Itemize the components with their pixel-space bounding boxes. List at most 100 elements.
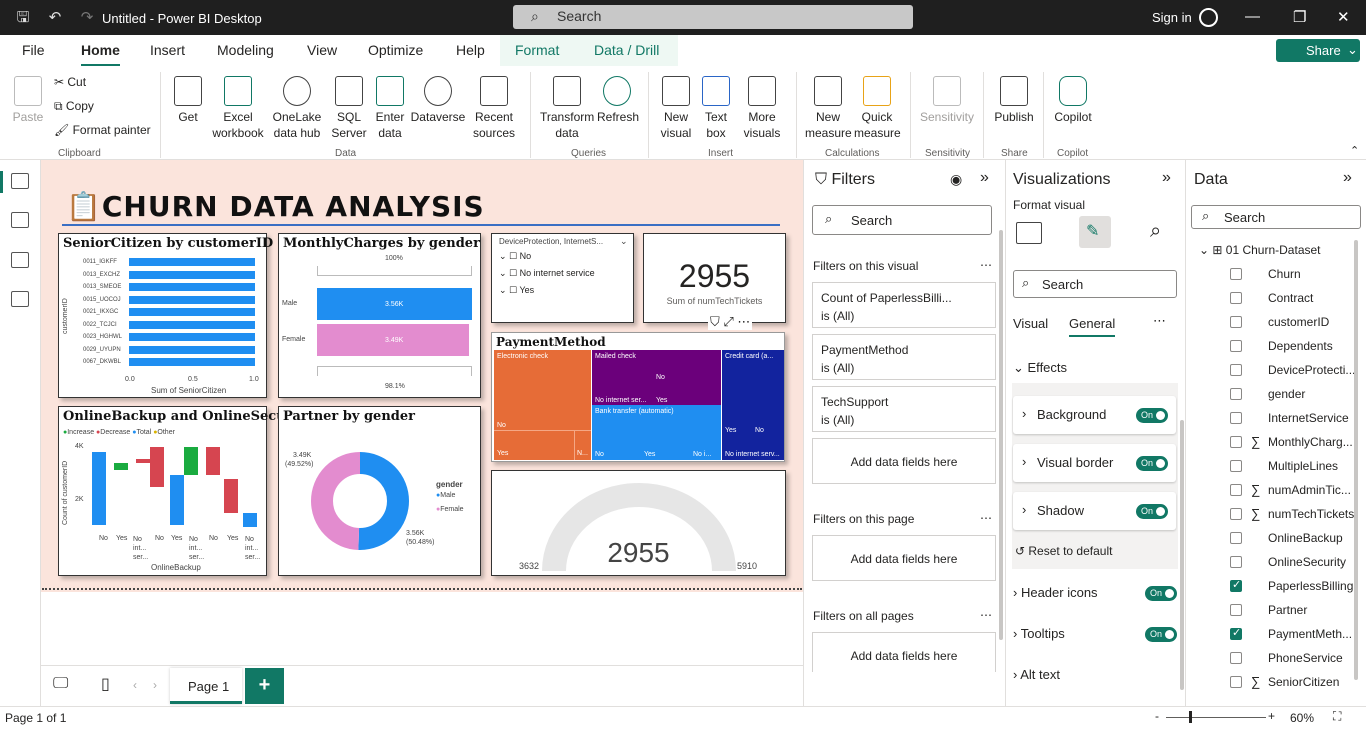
checkbox[interactable] xyxy=(1230,508,1242,520)
copilot-button[interactable]: Copilot xyxy=(1051,76,1095,125)
bar[interactable] xyxy=(129,308,255,316)
more-options-icon[interactable]: ⋯ xyxy=(980,511,992,525)
enter-data-button[interactable]: Enter data xyxy=(372,76,408,141)
effects-section[interactable]: ⌄ Effects xyxy=(1013,360,1067,376)
checkbox[interactable] xyxy=(1230,626,1242,640)
treemap-tile[interactable]: Credit card (a... Yes No No internet ser… xyxy=(722,350,784,460)
online-backup-chart[interactable]: OnlineBackup and OnlineSecurity ●Increas… xyxy=(58,406,311,576)
viz-scrollbar[interactable] xyxy=(1180,420,1184,690)
checkbox[interactable] xyxy=(1230,340,1242,352)
tech-tickets-card[interactable]: 2955 Sum of numTechTickets xyxy=(643,233,786,323)
filter-card[interactable]: PaymentMethod is (All) xyxy=(812,334,996,380)
tab-modeling[interactable]: Modeling xyxy=(217,42,274,58)
tab-general[interactable]: General xyxy=(1069,316,1116,337)
data-search-input[interactable]: ⌕ Search xyxy=(1191,205,1361,229)
filters-scrollbar[interactable] xyxy=(999,230,1003,640)
tab-insert[interactable]: Insert xyxy=(150,42,186,58)
dax-query-icon[interactable] xyxy=(11,291,29,307)
waterfall-bar[interactable] xyxy=(150,447,164,487)
report-view-icon[interactable] xyxy=(11,173,29,189)
excel-workbook-button[interactable]: Excel workbook xyxy=(210,76,266,141)
zoom-slider[interactable] xyxy=(1166,717,1266,718)
title-search-box[interactable]: ⌕ Search xyxy=(513,5,913,29)
maximize-icon[interactable]: ❐ xyxy=(1293,9,1307,26)
checkbox[interactable] xyxy=(1230,556,1242,568)
slicer-item[interactable]: ⌄ ☐ No xyxy=(499,251,531,262)
tab-format[interactable]: Format xyxy=(515,42,560,58)
avatar-icon[interactable] xyxy=(1199,8,1218,27)
copy-button[interactable]: ⧉ Copy xyxy=(54,99,94,114)
build-visual-icon[interactable] xyxy=(1016,222,1042,244)
dataverse-button[interactable]: Dataverse xyxy=(410,76,466,125)
paste-button[interactable]: Paste xyxy=(12,76,44,125)
fit-to-page-icon[interactable]: ⛶ xyxy=(1333,709,1342,723)
add-data-fields-drop[interactable]: Add data fields here xyxy=(812,535,996,581)
publish-button[interactable]: Publish xyxy=(993,76,1035,125)
bar[interactable] xyxy=(129,345,255,354)
table-node[interactable]: ⌄ ⊞ 01 Churn-Dataset xyxy=(1199,243,1321,257)
reset-to-default-button[interactable]: ↺ Reset to default xyxy=(1015,544,1112,558)
checkbox[interactable] xyxy=(1230,388,1242,400)
table-view-icon[interactable] xyxy=(11,212,29,228)
add-data-fields-drop[interactable]: Add data fields here xyxy=(812,438,996,484)
zoom-out-icon[interactable]: - xyxy=(1155,709,1159,723)
slicer-item[interactable]: ⌄ ☐ No internet service xyxy=(499,268,595,279)
payment-method-treemap[interactable]: PaymentMethod Electronic check No Yes N.… xyxy=(491,332,785,462)
checkbox[interactable] xyxy=(1230,292,1242,304)
waterfall-bar[interactable] xyxy=(184,447,198,475)
background-section[interactable]: › Background On xyxy=(1013,396,1176,434)
filter-card[interactable]: Count of PaperlessBilli... is (All) xyxy=(812,282,996,328)
treemap-tile[interactable]: Mailed check No internet ser... No Yes xyxy=(592,350,721,405)
more-options-icon[interactable]: ⋯ xyxy=(1153,313,1166,328)
zoom-thumb[interactable] xyxy=(1189,711,1192,723)
waterfall-bar[interactable] xyxy=(114,463,128,470)
female-bar[interactable] xyxy=(317,324,469,356)
new-visual-button[interactable]: New visual xyxy=(660,76,692,141)
checkbox[interactable] xyxy=(1230,316,1242,328)
sign-in-link[interactable]: Sign in xyxy=(1152,10,1192,25)
more-options-icon[interactable]: ⋯ xyxy=(980,608,992,622)
checkbox[interactable] xyxy=(1230,412,1242,424)
waterfall-bar[interactable] xyxy=(224,479,238,513)
tooltips-section[interactable]: › Tooltips xyxy=(1013,626,1065,641)
cut-button[interactable]: ✂ Cut xyxy=(54,75,86,89)
more-visuals-button[interactable]: More visuals xyxy=(738,76,786,141)
add-page-button[interactable]: + xyxy=(245,668,284,704)
waterfall-bar[interactable] xyxy=(206,447,220,475)
bar[interactable] xyxy=(129,320,255,329)
filters-search-input[interactable]: ⌕ Search xyxy=(812,205,992,235)
viz-search-input[interactable]: ⌕ Search xyxy=(1013,270,1177,298)
more-options-icon[interactable]: ⋯ xyxy=(980,258,992,272)
page-tab[interactable]: Page 1 xyxy=(170,668,242,704)
waterfall-bar[interactable] xyxy=(170,475,184,525)
bar[interactable] xyxy=(129,283,255,291)
checkbox[interactable] xyxy=(1230,436,1242,448)
checkbox[interactable] xyxy=(1230,460,1242,472)
undo-icon[interactable]: ↶ xyxy=(48,9,62,26)
tech-tickets-gauge[interactable]: 2955 3632 5910 xyxy=(491,470,786,576)
bar[interactable] xyxy=(129,258,255,266)
waterfall-bar[interactable] xyxy=(243,513,257,527)
filter-card[interactable]: TechSupport is (All) xyxy=(812,386,996,432)
collapse-data-icon[interactable]: » xyxy=(1343,169,1352,186)
shadow-section[interactable]: › Shadow On xyxy=(1013,492,1176,530)
new-measure-button[interactable]: New measure xyxy=(805,76,852,141)
tooltips-toggle[interactable]: On xyxy=(1145,627,1177,642)
more-options-icon[interactable]: ⋯ xyxy=(737,314,751,329)
alt-text-section[interactable]: › Alt text xyxy=(1013,667,1060,682)
collapse-viz-icon[interactable]: » xyxy=(1162,169,1171,186)
header-icons-toggle[interactable]: On xyxy=(1145,586,1177,601)
collapse-filters-icon[interactable]: » xyxy=(980,169,989,186)
tab-view[interactable]: View xyxy=(307,42,338,58)
device-protection-slicer[interactable]: DeviceProtection, InternetS... ⌄ ⌄ ☐ No … xyxy=(491,233,634,323)
format-painter-button[interactable]: 🖌 Format painter xyxy=(54,123,151,137)
bar[interactable] xyxy=(129,358,255,366)
chevron-down-icon[interactable]: ⌄ xyxy=(620,236,628,246)
checkbox[interactable] xyxy=(1230,268,1242,280)
minimize-icon[interactable]: — xyxy=(1245,8,1260,25)
visual-border-toggle[interactable]: On xyxy=(1136,456,1168,471)
shadow-toggle[interactable]: On xyxy=(1136,504,1168,519)
treemap-tile[interactable]: Bank transfer (automatic) No Yes No i... xyxy=(592,405,721,460)
next-page-icon[interactable]: › xyxy=(153,678,157,692)
zoom-in-icon[interactable]: + xyxy=(1268,709,1276,723)
